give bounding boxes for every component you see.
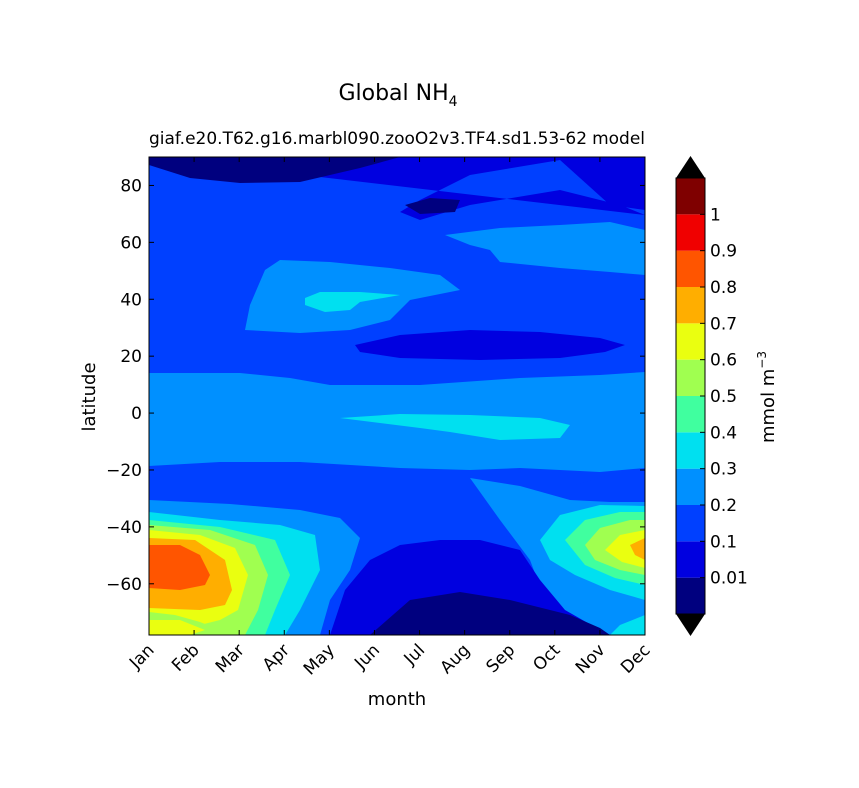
x-axis-label: month bbox=[368, 689, 426, 710]
band-0.3-0.4-southeast-bottom bbox=[610, 615, 645, 635]
colorbar-tick-label: 0.9 bbox=[710, 242, 737, 262]
colorbar-segment bbox=[676, 250, 705, 287]
band-0-0.01-arctic bbox=[149, 157, 400, 183]
colorbar-tick-label: 0.8 bbox=[710, 278, 737, 298]
x-tick-label: May bbox=[300, 640, 339, 679]
y-tick-label: 0 bbox=[131, 404, 142, 424]
colorbar-segment bbox=[676, 577, 705, 614]
y-tick-label: 80 bbox=[120, 176, 142, 196]
y-tick-label: −60 bbox=[106, 575, 142, 595]
x-tick-label: Mar bbox=[212, 640, 249, 677]
colorbar-segment bbox=[676, 214, 705, 251]
colorbar-label-superscript: −3 bbox=[755, 351, 769, 369]
x-tick-label: Jan bbox=[125, 640, 158, 673]
x-tick-label: Dec bbox=[617, 640, 654, 677]
x-tick-label: Apr bbox=[259, 640, 294, 675]
x-tick-label: Jun bbox=[350, 640, 384, 674]
contour-plot bbox=[149, 157, 645, 635]
colorbar: 0.01 0.1 0.2 0.3 0.4 0.5 0.6 0.7 0.8 0.9 1 bbox=[675, 156, 748, 636]
colorbar-segment bbox=[676, 287, 705, 324]
colorbar-segment bbox=[676, 541, 705, 578]
y-tick-label: −20 bbox=[106, 461, 142, 481]
x-tick-label: Feb bbox=[168, 640, 203, 675]
x-tick-label: Jul bbox=[400, 640, 429, 669]
y-tick-label: −40 bbox=[106, 518, 142, 538]
band-0.2-0.3-right-upper bbox=[445, 222, 645, 275]
colorbar-segment bbox=[676, 396, 705, 433]
colorbar-tick-label: 0.1 bbox=[710, 532, 737, 552]
band-0.6-0.7-southwest-bottom bbox=[149, 620, 205, 635]
x-tick-label: Oct bbox=[529, 640, 564, 675]
y-axis: 80 60 40 20 0 −20 −40 −60 bbox=[106, 176, 645, 595]
colorbar-segment bbox=[676, 432, 705, 469]
band-0-0.01-southern bbox=[370, 592, 610, 635]
colorbar-tick-label: 0.2 bbox=[710, 496, 737, 516]
colorbar-tick-label: 0.3 bbox=[710, 460, 737, 480]
chart-subtitle-left: giaf.e20.T62.g16.marbl090.zooO2v3.TF4.sd… bbox=[149, 129, 587, 149]
band-0-0.01-arctic-patch bbox=[405, 198, 460, 214]
y-tick-label: 20 bbox=[120, 347, 142, 367]
x-tick-label: Sep bbox=[482, 640, 519, 677]
colorbar-segment bbox=[676, 359, 705, 396]
x-tick-label: Nov bbox=[572, 640, 610, 678]
x-tick-label: Aug bbox=[437, 640, 475, 678]
y-tick-label: 40 bbox=[120, 290, 142, 310]
colorbar-tick-label: 1 bbox=[710, 205, 721, 225]
band-0.1-0.2-southeast-edge bbox=[575, 475, 645, 492]
colorbar-tick-label: 0.01 bbox=[710, 569, 748, 589]
colorbar-tick-label: 0.6 bbox=[710, 351, 737, 371]
colorbar-extend-min bbox=[676, 614, 705, 636]
chart-subtitle-right: model bbox=[592, 129, 645, 149]
chart-title: Global NH4 bbox=[338, 81, 457, 110]
band-0.01-0.1-subtropics bbox=[355, 330, 625, 360]
colorbar-extend-max bbox=[676, 156, 705, 178]
y-tick-label: 60 bbox=[120, 233, 142, 253]
plot-frame bbox=[148, 156, 646, 636]
colorbar-segment bbox=[676, 323, 705, 360]
band-0.3-0.4-equator bbox=[340, 414, 570, 440]
band-0.8-0.9-southwest bbox=[149, 545, 210, 590]
band-0.6-0.7-southeast bbox=[605, 530, 645, 568]
y-axis-label: latitude bbox=[79, 362, 100, 431]
colorbar-tick-label: 0.7 bbox=[710, 314, 737, 334]
colorbar-label: mmol m−3 bbox=[755, 351, 779, 443]
colorbar-segment bbox=[676, 178, 705, 215]
colorbar-segment bbox=[676, 468, 705, 505]
colorbar-tick-label: 0.5 bbox=[710, 387, 737, 407]
band-0.7-0.8-southeast bbox=[630, 538, 645, 560]
colorbar-tick-label: 0.4 bbox=[710, 423, 737, 443]
colorbar-segment bbox=[676, 505, 705, 542]
chart-title-subscript: 4 bbox=[449, 94, 458, 110]
band-0.3-0.4-north-blob bbox=[305, 292, 400, 312]
band-0.01-0.1-arctic bbox=[149, 157, 645, 220]
